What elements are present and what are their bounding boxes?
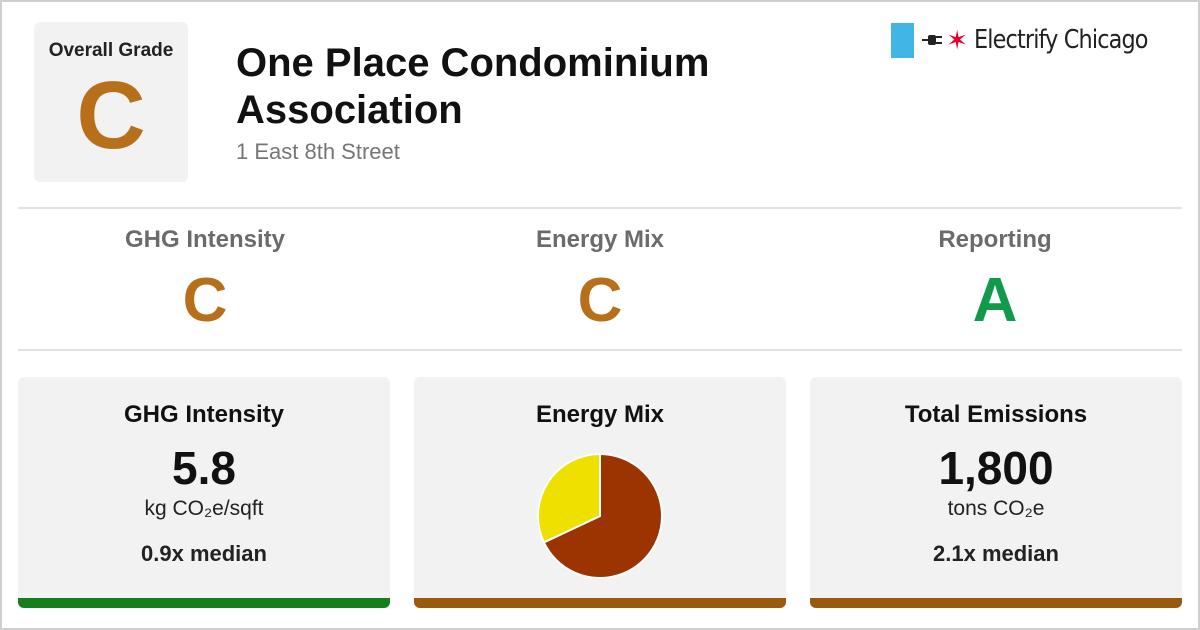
building-address: 1 East 8th Street bbox=[236, 139, 400, 164]
ghg-card-unit: kg CO₂e/sqft bbox=[144, 497, 264, 520]
plug-icon bbox=[922, 35, 943, 45]
pie-slice-electric bbox=[537, 452, 601, 544]
subgrade-reporting: Reporting A bbox=[797, 226, 1193, 332]
emissions-card-status-bar bbox=[810, 598, 1182, 608]
energy-mix-pie bbox=[537, 452, 663, 579]
emissions-card-value: 1,800 bbox=[938, 442, 1054, 494]
emissions-card-title: Total Emissions bbox=[904, 401, 1088, 428]
subgrade-reporting-letter: A bbox=[972, 266, 1018, 335]
divider-top bbox=[18, 207, 1182, 209]
brand-logo: ✶ Electrify Chicago bbox=[891, 22, 1176, 58]
brand-name: Electrify Chicago bbox=[974, 25, 1148, 55]
ghg-card-median: 0.9x median bbox=[141, 541, 267, 566]
subgrade-energy-mix-letter: C bbox=[577, 266, 623, 335]
mix-card-title: Energy Mix bbox=[535, 401, 665, 428]
subgrade-energy-mix-label: Energy Mix bbox=[535, 226, 665, 253]
ghg-card-value: 5.8 bbox=[172, 442, 236, 494]
total-emissions-card: Total Emissions 1,800 tons CO₂e 2.1x med… bbox=[810, 377, 1182, 608]
overall-grade-letter: C bbox=[76, 62, 146, 169]
subgrade-reporting-label: Reporting bbox=[938, 226, 1052, 253]
emissions-card-median: 2.1x median bbox=[933, 541, 1059, 566]
overall-grade-box: Overall Grade C bbox=[34, 22, 188, 182]
subgrade-ghg: GHG Intensity C bbox=[7, 226, 403, 332]
red-star-icon: ✶ bbox=[946, 25, 969, 55]
energy-mix-card: Energy Mix bbox=[414, 377, 786, 608]
emissions-card-unit: tons CO₂e bbox=[947, 497, 1045, 520]
pie-slice-fossil bbox=[542, 452, 663, 579]
subgrade-energy-mix: Energy Mix C bbox=[402, 226, 798, 332]
ghg-card-status-bar bbox=[18, 598, 390, 608]
ghg-intensity-card: GHG Intensity 5.8 kg CO₂e/sqft 0.9x medi… bbox=[18, 377, 390, 608]
subgrade-ghg-letter: C bbox=[182, 266, 228, 335]
mix-card-status-bar bbox=[414, 598, 786, 608]
subgrade-ghg-label: GHG Intensity bbox=[124, 226, 286, 253]
building-name: One Place Condominium Association bbox=[236, 41, 710, 132]
overall-grade-label: Overall Grade bbox=[48, 40, 174, 61]
divider-middle bbox=[18, 349, 1182, 351]
ghg-card-title: GHG Intensity bbox=[123, 401, 285, 428]
chicago-flag-icon bbox=[891, 22, 915, 58]
